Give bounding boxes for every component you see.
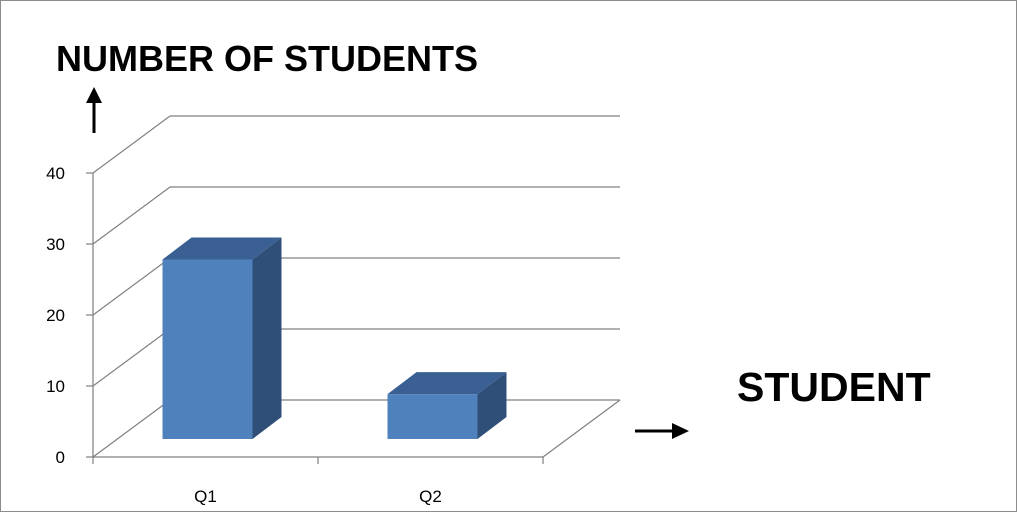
y-tick-label: 10 — [46, 377, 65, 396]
y-tick-label: 20 — [46, 306, 65, 325]
up-arrow-icon — [86, 87, 102, 133]
labels: 0 10 20 30 40 Q1 Q2 — [46, 164, 442, 506]
gridline-side — [92, 257, 171, 316]
bar-side — [477, 372, 507, 439]
y-tick-label: 40 — [46, 164, 65, 183]
y-tick-label: 0 — [56, 448, 65, 467]
y-tick-label: 30 — [46, 235, 65, 254]
floor-edge — [542, 399, 621, 458]
bar-q1 — [162, 237, 282, 439]
gridline-side — [92, 328, 171, 387]
bars — [162, 237, 507, 439]
x-tick-label: Q1 — [194, 487, 217, 506]
bar-q2 — [387, 372, 507, 439]
right-arrow-icon — [635, 423, 689, 439]
bar-front — [387, 394, 478, 439]
gridline-side — [92, 399, 171, 458]
bar-top — [387, 372, 507, 395]
axes — [86, 172, 544, 464]
bar-front — [162, 259, 253, 439]
gridline-side — [92, 186, 171, 245]
bar-top — [162, 237, 282, 260]
x-tick-label: Q2 — [419, 487, 442, 506]
gridline-side — [92, 115, 171, 174]
chart-title: NUMBER OF STUDENTS — [56, 38, 478, 79]
bar-side — [252, 237, 282, 439]
x-axis-label: STUDENT — [737, 364, 931, 410]
